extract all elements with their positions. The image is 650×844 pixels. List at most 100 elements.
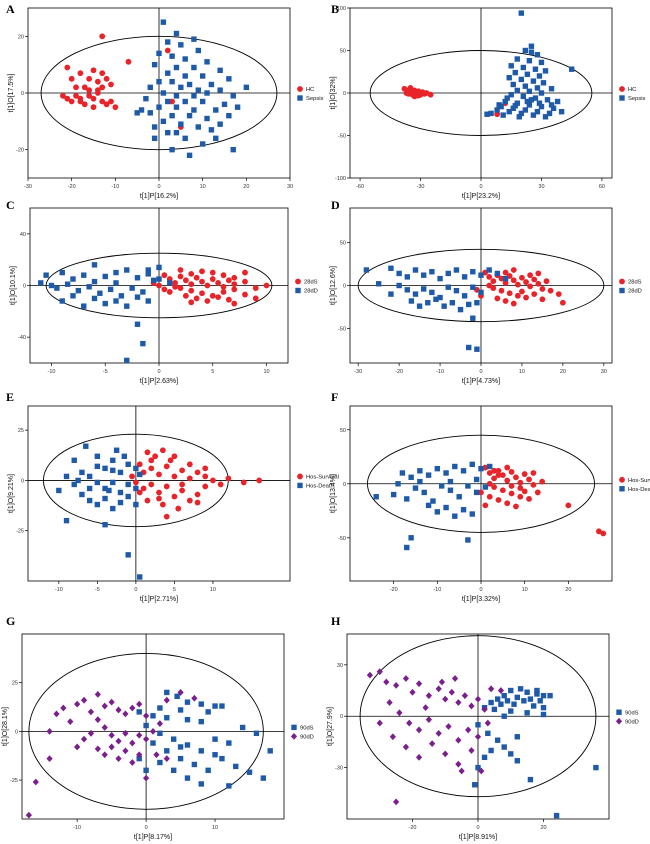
data-point <box>522 83 529 89</box>
data-point <box>137 574 143 580</box>
data-point <box>167 457 174 464</box>
x-tick-label: 30 <box>538 184 544 190</box>
x-tick-label: 0 <box>145 825 148 831</box>
data-point <box>171 453 178 460</box>
data-point <box>514 734 520 740</box>
series-sepsis <box>484 10 575 120</box>
data-point <box>231 281 238 288</box>
data-point <box>140 289 146 295</box>
data-point <box>495 467 502 474</box>
data-point <box>63 473 70 480</box>
data-point <box>125 481 131 488</box>
data-point <box>486 282 493 289</box>
data-point <box>73 84 79 91</box>
data-point <box>547 692 553 699</box>
series-hc <box>60 33 184 130</box>
data-point <box>239 724 246 731</box>
data-point <box>404 274 411 280</box>
data-point <box>514 758 520 764</box>
data-point <box>373 494 379 500</box>
data-point <box>242 291 248 298</box>
data-point <box>221 101 228 108</box>
data-point <box>491 706 498 713</box>
data-point <box>64 95 71 102</box>
series-hc <box>401 85 509 118</box>
data-point <box>402 675 410 682</box>
plot-frame <box>27 405 291 582</box>
data-point <box>263 282 270 289</box>
data-point <box>113 280 119 286</box>
x-tick-label: 0 <box>479 184 482 190</box>
data-point <box>167 280 173 286</box>
data-point <box>145 271 151 277</box>
legend-label: Hos-Survival <box>628 478 650 484</box>
data-point <box>217 67 223 74</box>
data-point <box>136 731 143 739</box>
data-point <box>164 47 171 54</box>
data-point <box>527 272 534 279</box>
x-tick-label: 20 <box>540 825 546 831</box>
data-point <box>188 270 195 277</box>
data-point <box>530 481 537 488</box>
data-point <box>60 704 67 712</box>
data-point <box>101 724 108 731</box>
data-point <box>156 489 162 496</box>
x-tick-label: 10 <box>210 587 216 593</box>
x-tick-label: -30 <box>24 184 32 190</box>
data-point <box>504 464 511 471</box>
data-point <box>478 489 484 496</box>
data-point <box>534 52 541 58</box>
y-tick-label: 50 <box>340 428 346 434</box>
y-axis-label: t[1]O[28.1%] <box>2 707 9 746</box>
data-point <box>94 463 101 470</box>
data-point <box>177 707 184 713</box>
data-point <box>226 740 232 746</box>
data-point <box>439 483 445 489</box>
data-point <box>103 75 110 82</box>
data-point <box>99 70 106 77</box>
data-point <box>474 733 482 741</box>
data-point <box>81 272 87 278</box>
data-point <box>80 696 88 704</box>
data-point <box>532 66 539 72</box>
series-hos-death <box>373 461 493 551</box>
data-point <box>25 811 32 819</box>
data-point <box>494 737 501 743</box>
data-point <box>539 296 546 303</box>
data-point <box>475 764 481 771</box>
x-tick-label: -30 <box>417 184 425 190</box>
data-point <box>524 689 530 695</box>
data-point <box>230 146 236 153</box>
legend-label: HC <box>306 87 314 93</box>
data-point <box>253 730 260 737</box>
data-point <box>497 687 505 694</box>
data-point <box>517 485 524 491</box>
data-point <box>508 63 514 69</box>
data-point <box>152 453 159 460</box>
data-point <box>225 475 232 482</box>
data-point <box>156 471 162 478</box>
data-point <box>558 109 565 115</box>
data-point <box>510 267 517 273</box>
data-point <box>596 528 602 535</box>
data-point <box>136 700 143 708</box>
data-point <box>193 274 200 281</box>
score-plot-svg: -10 -5 0 5 10 -25 0 25 t[1]P[2.71%] t[1]O[9.21%] H… <box>8 405 339 603</box>
data-point <box>506 290 513 297</box>
y-tick-label: 25 <box>12 681 18 687</box>
data-point <box>504 500 511 507</box>
y-tick-label: 0 <box>15 729 18 735</box>
data-point <box>77 70 84 77</box>
data-point <box>90 104 97 111</box>
data-point <box>460 468 467 474</box>
series-28ds <box>150 267 270 307</box>
y-axis-label: t[1]O[32%] <box>330 76 337 109</box>
legend-marker <box>616 709 622 715</box>
data-point <box>474 300 480 306</box>
data-point <box>461 293 468 299</box>
data-point <box>412 267 419 273</box>
data-point <box>87 729 95 737</box>
data-point <box>468 702 475 710</box>
panel-f: F -20 -10 0 10 20 -50 0 50 t[1]P[3.32%] t[1]O[13.… <box>325 390 650 610</box>
data-point <box>145 267 151 273</box>
